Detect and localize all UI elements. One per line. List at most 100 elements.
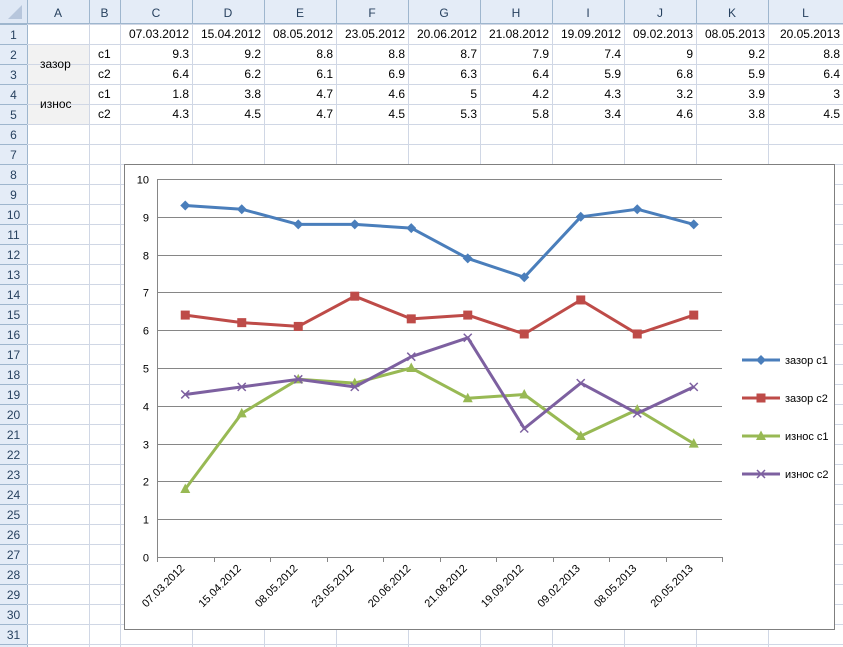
row-header-3[interactable]: 3 <box>10 68 17 82</box>
value-cell[interactable]: 4.6 <box>676 107 693 121</box>
row-header-8[interactable]: 8 <box>10 168 17 182</box>
value-cell[interactable]: 7.9 <box>532 47 549 61</box>
value-cell[interactable]: 4.3 <box>604 87 621 101</box>
row-header-27[interactable]: 27 <box>7 548 21 562</box>
value-cell[interactable]: 5.3 <box>460 107 477 121</box>
row-header-14[interactable]: 14 <box>7 288 21 302</box>
value-cell[interactable]: 3.2 <box>676 87 693 101</box>
column-header-l[interactable]: L <box>802 6 809 20</box>
chart-area[interactable]: 0 1 2 3 4 5 6 7 8 9 10 07.03.2012 15.04.2012 08.05.20… <box>124 164 835 630</box>
value-cell[interactable]: 8.8 <box>388 47 405 61</box>
value-cell[interactable]: 6.1 <box>316 67 333 81</box>
column-header-f[interactable]: F <box>368 6 375 20</box>
value-cell[interactable]: 8.8 <box>823 47 840 61</box>
date-cell[interactable]: 07.03.2012 <box>129 27 189 41</box>
date-cell[interactable]: 09.02.2013 <box>633 27 693 41</box>
value-cell[interactable]: 3.4 <box>604 107 621 121</box>
row-header-1[interactable]: 1 <box>10 28 17 42</box>
value-cell[interactable]: 5 <box>470 87 477 101</box>
group-label[interactable]: износ <box>40 97 72 111</box>
value-cell[interactable]: 6.4 <box>172 67 189 81</box>
row-header-13[interactable]: 13 <box>7 268 21 282</box>
row-header-9[interactable]: 9 <box>10 188 17 202</box>
row-header-31[interactable]: 31 <box>7 628 21 642</box>
row-header-23[interactable]: 23 <box>7 468 21 482</box>
row-header-29[interactable]: 29 <box>7 588 21 602</box>
row-header-26[interactable]: 26 <box>7 528 21 542</box>
column-header-d[interactable]: D <box>224 6 233 20</box>
row-header-20[interactable]: 20 <box>7 408 21 422</box>
value-cell[interactable]: 4.6 <box>388 87 405 101</box>
row-header-19[interactable]: 19 <box>7 388 21 402</box>
value-cell[interactable]: 4.3 <box>172 107 189 121</box>
value-cell[interactable]: 5.9 <box>748 67 765 81</box>
column-header-h[interactable]: H <box>512 6 521 20</box>
column-header-c[interactable]: C <box>152 6 161 20</box>
column-header-i[interactable]: I <box>586 6 589 20</box>
value-cell[interactable]: 4.5 <box>244 107 261 121</box>
date-cell[interactable]: 08.05.2013 <box>705 27 765 41</box>
row-header-12[interactable]: 12 <box>7 248 21 262</box>
select-all-corner[interactable] <box>0 0 27 24</box>
group-label[interactable]: зазор <box>40 57 71 71</box>
date-cell[interactable]: 15.04.2012 <box>201 27 261 41</box>
value-cell[interactable]: 6.9 <box>388 67 405 81</box>
value-cell[interactable]: 3 <box>833 87 840 101</box>
value-cell[interactable]: 4.7 <box>316 107 333 121</box>
value-cell[interactable]: 3.9 <box>748 87 765 101</box>
sub-label[interactable]: c1 <box>98 87 111 101</box>
column-header-b[interactable]: B <box>100 6 108 20</box>
value-cell[interactable]: 6.3 <box>460 67 477 81</box>
row-header-25[interactable]: 25 <box>7 508 21 522</box>
column-header-j[interactable]: J <box>657 6 663 20</box>
row-header-18[interactable]: 18 <box>7 368 21 382</box>
row-header-17[interactable]: 17 <box>7 348 21 362</box>
row-header-16[interactable]: 16 <box>7 328 21 342</box>
date-cell[interactable]: 19.09.2012 <box>561 27 621 41</box>
row-header-28[interactable]: 28 <box>7 568 21 582</box>
column-header-g[interactable]: G <box>439 6 448 20</box>
value-cell[interactable]: 4.7 <box>316 87 333 101</box>
value-cell[interactable]: 3.8 <box>244 87 261 101</box>
value-cell[interactable]: 4.2 <box>532 87 549 101</box>
row-header-10[interactable]: 10 <box>7 208 21 222</box>
row-header-21[interactable]: 21 <box>7 428 21 442</box>
sub-label[interactable]: c1 <box>98 47 111 61</box>
column-header-a[interactable]: A <box>54 6 62 20</box>
row-header-6[interactable]: 6 <box>10 128 17 142</box>
column-header-k[interactable]: K <box>728 6 736 20</box>
value-cell[interactable]: 9.2 <box>748 47 765 61</box>
date-cell[interactable]: 20.06.2012 <box>417 27 477 41</box>
row-header-22[interactable]: 22 <box>7 448 21 462</box>
value-cell[interactable]: 7.4 <box>604 47 621 61</box>
row-header-7[interactable]: 7 <box>10 148 17 162</box>
column-header-e[interactable]: E <box>296 6 304 20</box>
date-cell[interactable]: 23.05.2012 <box>345 27 405 41</box>
row-header-5[interactable]: 5 <box>10 108 17 122</box>
value-cell[interactable]: 8.7 <box>460 47 477 61</box>
row-header-15[interactable]: 15 <box>7 308 21 322</box>
value-cell[interactable]: 6.4 <box>823 67 840 81</box>
row-header-4[interactable]: 4 <box>10 88 17 102</box>
value-cell[interactable]: 1.8 <box>172 87 189 101</box>
row-header-30[interactable]: 30 <box>7 608 21 622</box>
row-header-2[interactable]: 2 <box>10 48 17 62</box>
date-cell[interactable]: 21.08.2012 <box>489 27 549 41</box>
row-header-24[interactable]: 24 <box>7 488 21 502</box>
value-cell[interactable]: 3.8 <box>748 107 765 121</box>
sub-label[interactable]: c2 <box>98 67 111 81</box>
date-cell[interactable]: 08.05.2012 <box>273 27 333 41</box>
sub-label[interactable]: c2 <box>98 107 111 121</box>
value-cell[interactable]: 4.5 <box>823 107 840 121</box>
row-header-11[interactable]: 11 <box>7 228 20 242</box>
value-cell[interactable]: 5.9 <box>604 67 621 81</box>
value-cell[interactable]: 9.2 <box>244 47 261 61</box>
value-cell[interactable]: 6.2 <box>244 67 261 81</box>
value-cell[interactable]: 9 <box>686 47 693 61</box>
value-cell[interactable]: 4.5 <box>388 107 405 121</box>
value-cell[interactable]: 6.8 <box>676 67 693 81</box>
value-cell[interactable]: 8.8 <box>316 47 333 61</box>
value-cell[interactable]: 5.8 <box>532 107 549 121</box>
value-cell[interactable]: 9.3 <box>172 47 189 61</box>
date-cell[interactable]: 20.05.2013 <box>780 27 840 41</box>
